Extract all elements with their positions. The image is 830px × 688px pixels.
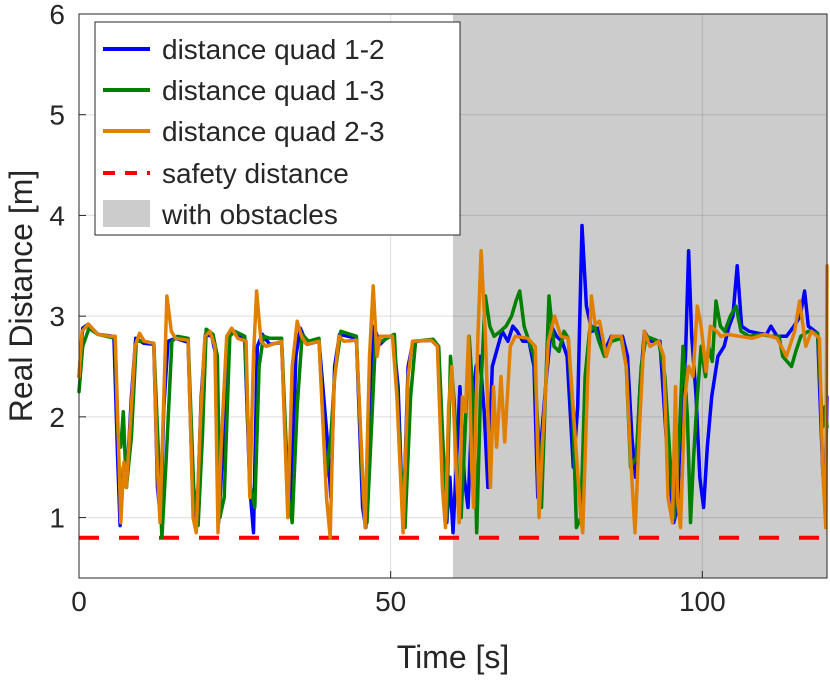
- legend-label-quad-1-2: distance quad 1-2: [162, 34, 385, 65]
- obstacles-shaded-region: [453, 14, 827, 578]
- y-tick-label: 6: [49, 0, 65, 30]
- y-axis-label: Real Distance [m]: [3, 170, 39, 423]
- legend-swatch-obstacles: [103, 200, 150, 227]
- x-axis-label: Time [s]: [397, 639, 510, 675]
- series-line-distance-quad-2-3: [77, 248, 829, 540]
- x-tick-label: 100: [679, 586, 726, 617]
- x-tick-label: 50: [375, 586, 406, 617]
- legend-label-quad-2-3: distance quad 2-3: [162, 116, 385, 147]
- y-tick-label: 3: [49, 301, 65, 332]
- axes-frame: [78, 13, 828, 579]
- y-tick-label: 4: [49, 200, 65, 231]
- legend-label-obstacles: with obstacles: [161, 199, 338, 230]
- y-tick-label: 5: [49, 100, 65, 131]
- x-tick-label: 0: [71, 586, 87, 617]
- legend-label-safety: safety distance: [162, 158, 349, 189]
- legend-label-quad-1-3: distance quad 1-3: [162, 75, 385, 106]
- y-tick-label: 2: [49, 402, 65, 433]
- y-tick-label: 1: [49, 503, 65, 534]
- legend: distance quad 1-2 distance quad 1-3 dist…: [94, 21, 461, 236]
